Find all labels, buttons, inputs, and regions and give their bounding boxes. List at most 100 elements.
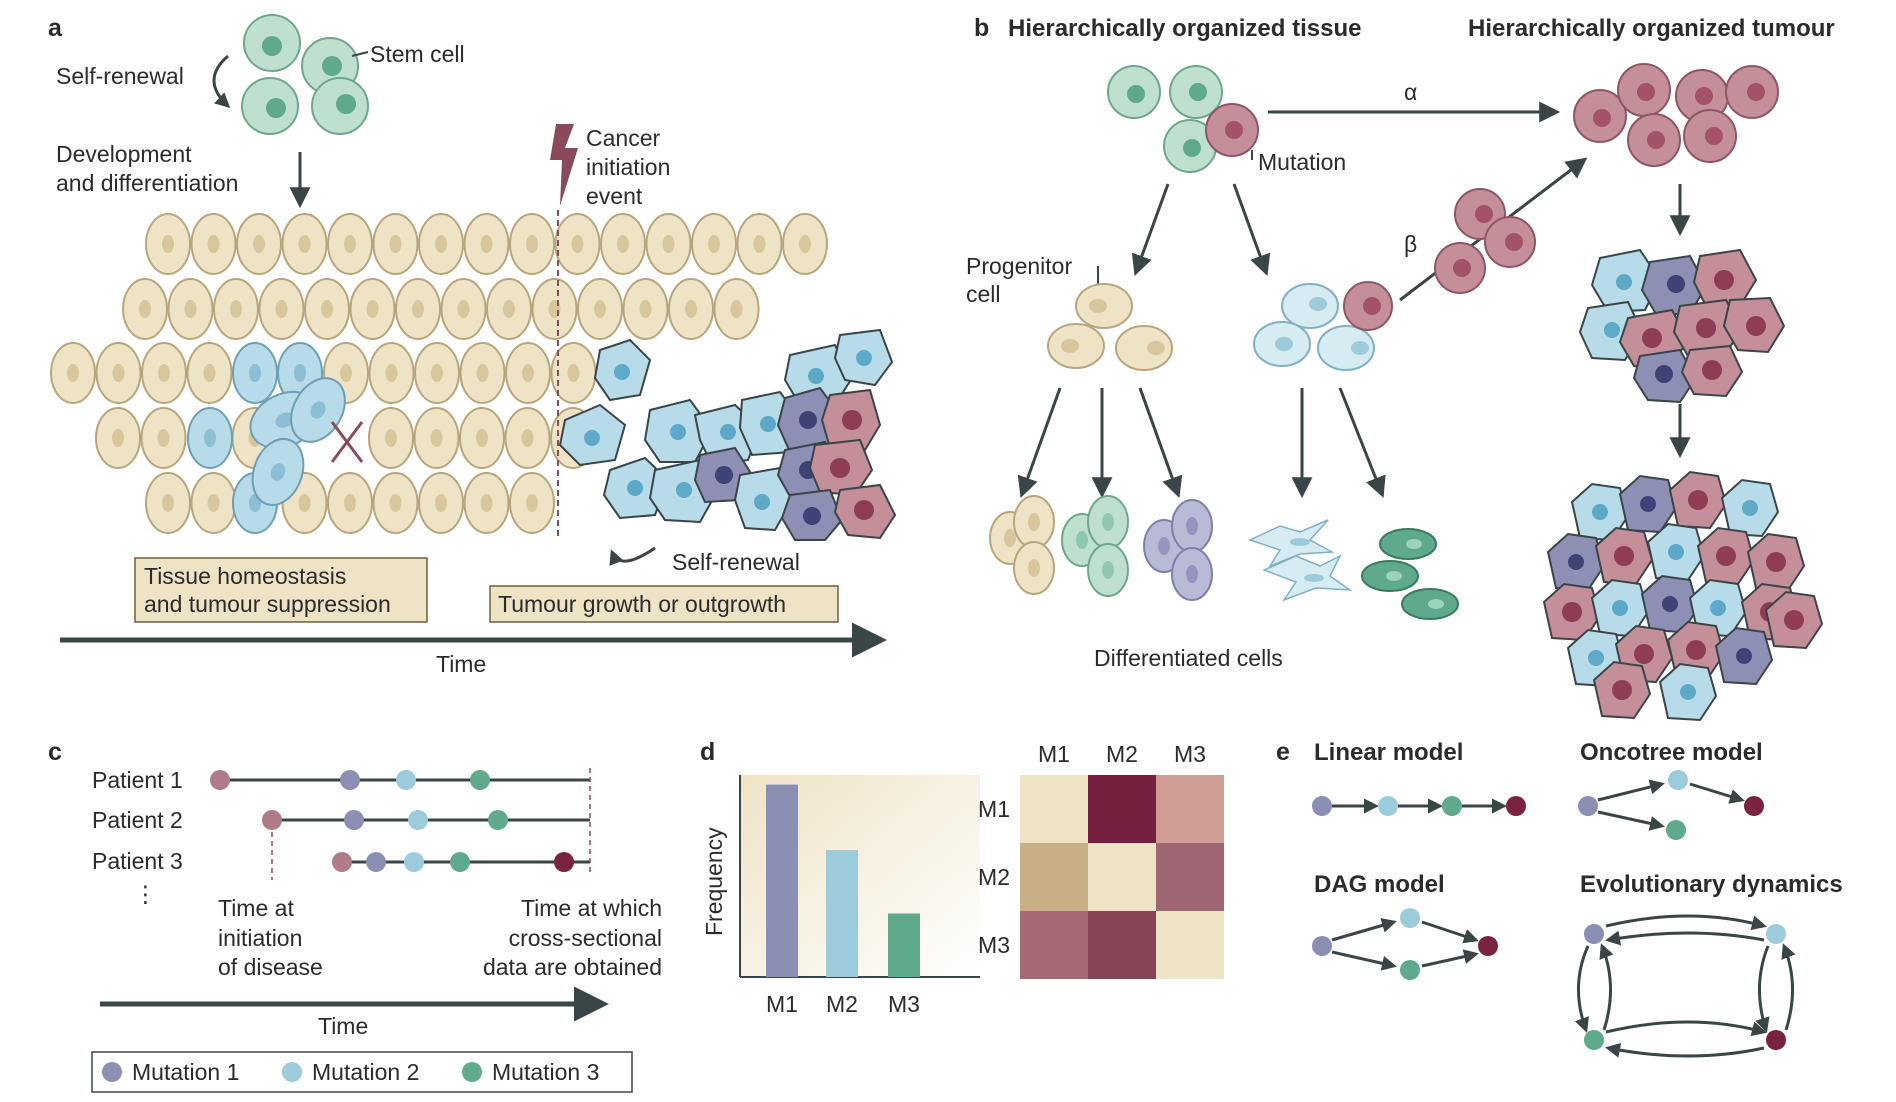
tumour-cell xyxy=(1714,626,1774,686)
bar-tick-m2: M2 xyxy=(826,991,858,1017)
panel-d: d Frequency M1 M2 M3 M1 M2 M3 M1 M2 M3 xyxy=(700,738,1224,1017)
self-renewal-arrow-2 xyxy=(609,546,656,566)
heatmap-cell-m2-m3 xyxy=(1156,843,1224,911)
patient-3-label: Patient 3 xyxy=(92,848,183,874)
stem-cell-label: Stem cell xyxy=(370,41,465,67)
self-renewal-label-2: Self-renewal xyxy=(672,549,800,575)
homeostasis-label-1: Tissue homeostasis xyxy=(144,563,346,589)
heatmap-cell-m1-m3 xyxy=(1156,775,1224,843)
tissue-cell xyxy=(668,278,714,340)
tissue-cell xyxy=(372,213,419,275)
mutation-legend xyxy=(91,1051,633,1093)
tissue-cell xyxy=(327,213,373,275)
cancer-event-label-1: Cancer xyxy=(586,125,660,151)
cell-death-mark xyxy=(330,421,364,463)
legend-mutation-2: Mutation 2 xyxy=(312,1059,419,1085)
panel-b-letter: b xyxy=(974,14,989,42)
tissue-cell xyxy=(186,342,233,404)
tissue-cell xyxy=(463,472,510,534)
heatmap-col-m2: M2 xyxy=(1106,741,1138,767)
tissue-title: Hierarchically organized tissue xyxy=(1008,15,1361,42)
tissue-grid xyxy=(50,213,828,534)
bars xyxy=(766,784,920,977)
tumour-cell xyxy=(1658,662,1718,722)
tissue-cell xyxy=(368,342,415,404)
stem-cell xyxy=(241,77,299,135)
stem-cells xyxy=(241,14,369,135)
tumour-growth-label: Tumour growth or outgrowth xyxy=(498,591,786,617)
dag-model-graph xyxy=(1312,908,1498,980)
heatmap-cell-m1-m2 xyxy=(1088,775,1156,843)
tissue-cell xyxy=(145,472,191,534)
heatmap-cell-m1-m1 xyxy=(1020,775,1088,843)
bar-tick-m1: M1 xyxy=(766,991,798,1017)
mutant-progenitor-cells xyxy=(1253,281,1393,371)
stem-cell xyxy=(243,14,301,72)
bar-tick-labels: M1 M2 M3 xyxy=(766,991,920,1017)
legend-mutation-1-swatch xyxy=(102,1062,122,1082)
teal-cells xyxy=(1361,528,1459,620)
initiation-label-3: of disease xyxy=(218,954,323,980)
differentiated-label: Differentiated cells xyxy=(1094,645,1283,671)
self-renewal-arrow xyxy=(212,54,231,109)
beta-label: β xyxy=(1404,231,1417,257)
progenitor-cells xyxy=(1047,283,1173,371)
oncotree-model-graph xyxy=(1578,770,1764,840)
tumour-cell xyxy=(1592,660,1652,720)
tumour-cell xyxy=(1746,532,1806,592)
legend-mutation-3: Mutation 3 xyxy=(492,1059,599,1085)
linear-model-graph xyxy=(1312,796,1526,816)
tumour-growth-box xyxy=(489,585,839,623)
tumour-cell xyxy=(1720,478,1780,538)
y-axis-label: Frequency xyxy=(701,827,727,936)
tissue-cell xyxy=(95,407,141,469)
beta-cells xyxy=(1434,188,1536,294)
heatmap-cell-m3-m1 xyxy=(1020,911,1088,979)
tissue-cell xyxy=(486,278,532,340)
tissue-cell xyxy=(145,213,191,275)
tissue-cell xyxy=(413,407,460,469)
tumour-title: Hierarchically organized tumour xyxy=(1468,15,1835,42)
heatmap-row-m1: M1 xyxy=(978,796,1010,822)
legend-mutation-2-swatch xyxy=(282,1062,302,1082)
tissue-cell xyxy=(509,472,555,534)
panel-e-letter: e xyxy=(1276,738,1290,766)
tissue-cell xyxy=(418,472,464,534)
tissue-cell xyxy=(736,213,783,275)
heatmap-cell-m2-m1 xyxy=(1020,843,1088,911)
tissue-cell xyxy=(782,213,828,275)
tumour-cluster-a xyxy=(558,328,897,541)
tissue-cell xyxy=(304,278,350,340)
tissue-cell xyxy=(327,472,373,534)
homeostasis-label-2: and tumour suppression xyxy=(144,591,391,617)
tissue-cell xyxy=(418,213,464,275)
tumour-cell xyxy=(1618,474,1678,534)
tissue-cell xyxy=(141,342,187,404)
tissue-cell xyxy=(554,213,601,275)
patient-2-label: Patient 2 xyxy=(92,807,183,833)
panel-c: c Patient 1 Patient 2 Patient 3 ⋮ Time a… xyxy=(48,738,662,1093)
heatmap-row-labels: M1 M2 M3 xyxy=(978,796,1010,958)
bar-m1 xyxy=(766,784,798,977)
heatmap-row-m3: M3 xyxy=(978,932,1010,958)
tissue-cell xyxy=(236,213,282,275)
development-label-2: and differentiation xyxy=(56,170,238,196)
lightning-icon xyxy=(550,124,578,206)
heatmap xyxy=(1020,775,1224,979)
cross-sectional-label-2: cross-sectional xyxy=(509,925,662,951)
tissue-cell xyxy=(577,278,623,340)
tissue-cell xyxy=(190,213,237,275)
cancer-event-label-2: initiation xyxy=(586,154,670,180)
tissue-cell xyxy=(691,213,737,275)
tissue-cell xyxy=(504,407,551,469)
legend-mutation-3-swatch xyxy=(462,1062,482,1082)
tissue-cell xyxy=(167,278,214,340)
tumour-mass-1 xyxy=(1578,248,1786,404)
tumour-cell xyxy=(1668,470,1728,530)
evolutionary-title: Evolutionary dynamics xyxy=(1580,871,1843,898)
panel-c-letter: c xyxy=(48,738,62,766)
tissue-cell xyxy=(140,407,187,469)
panel-d-letter: d xyxy=(700,738,715,766)
mutation-label: Mutation xyxy=(1258,149,1346,175)
